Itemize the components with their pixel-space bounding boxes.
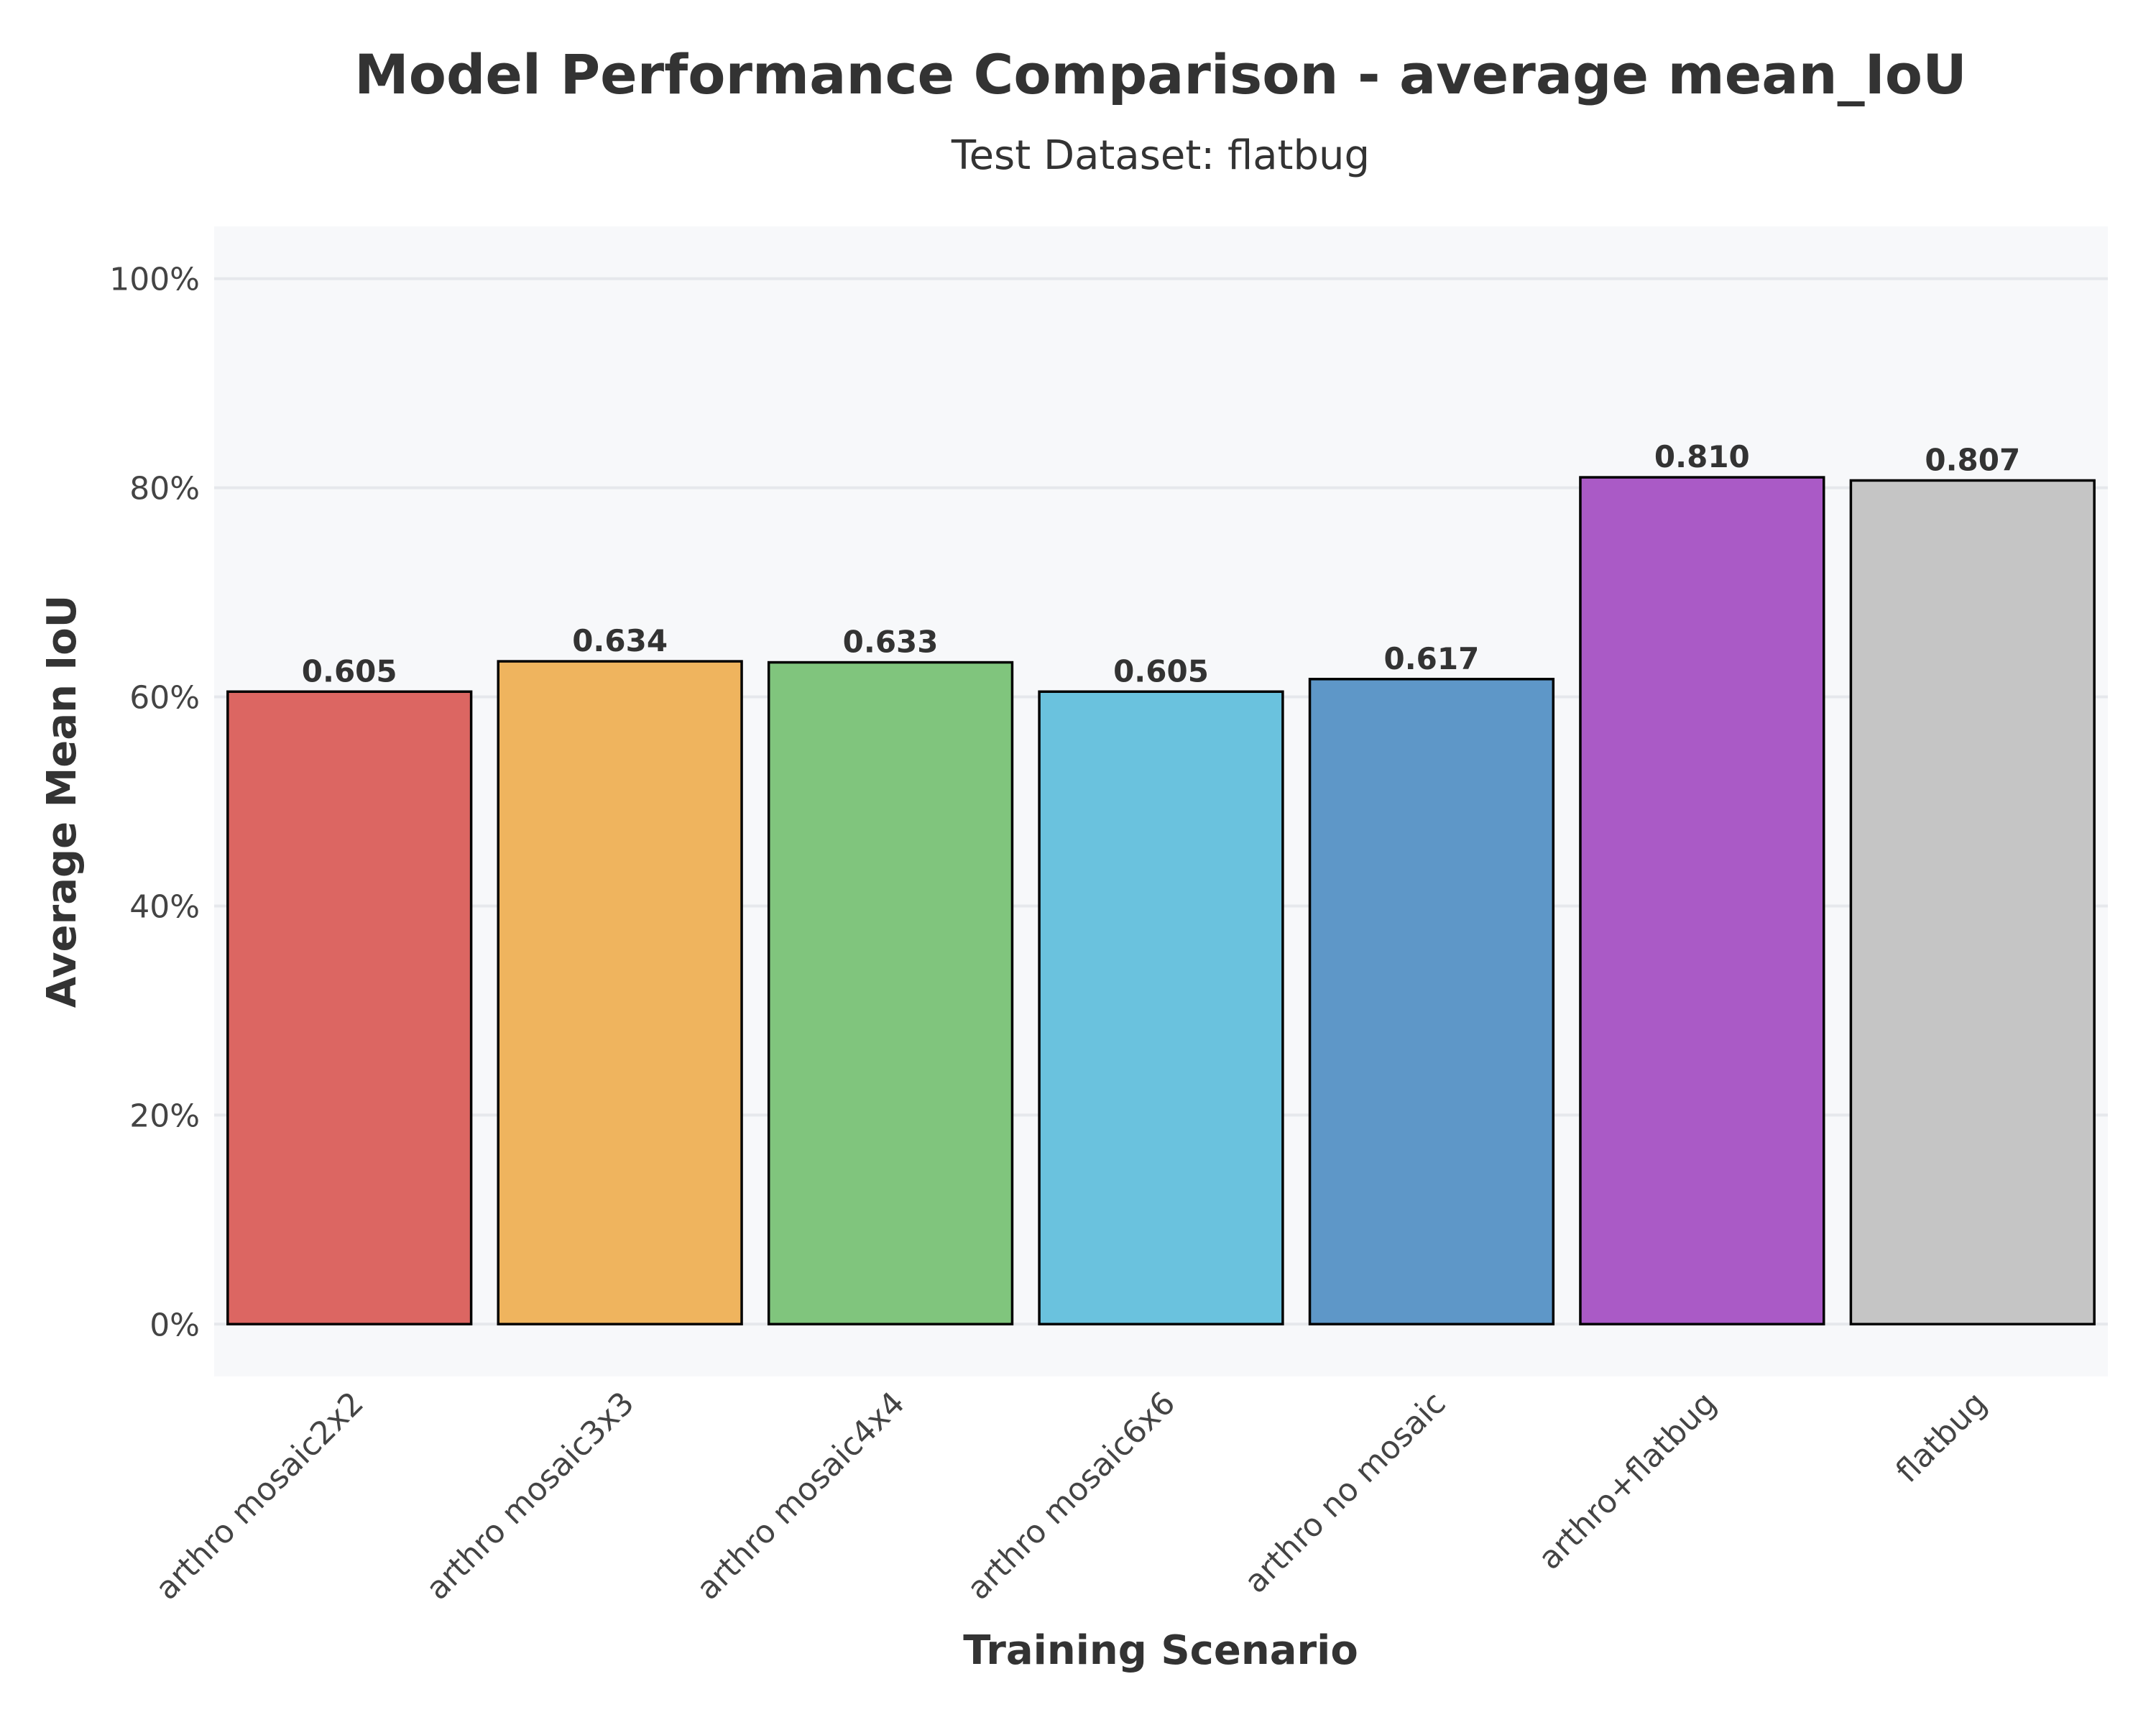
x-tick-label: arthro mosaic4x4 — [690, 1385, 912, 1607]
bar-value-label: 0.810 — [1654, 439, 1750, 474]
bar — [1849, 479, 2096, 1326]
y-tick-label: 20% — [129, 1098, 200, 1134]
bar-value-label: 0.634 — [572, 623, 668, 658]
x-axis-ticks: arthro mosaic2x2 arthro mosaic3x3 arthro m… — [149, 1385, 1994, 1607]
bar-value-label: 0.617 — [1383, 641, 1479, 676]
x-tick-label: flatbug — [1889, 1385, 1994, 1490]
y-tick-label: 0% — [149, 1307, 200, 1343]
x-tick-label: arthro+flatbug — [1531, 1385, 1723, 1577]
bar — [1579, 476, 1825, 1326]
bar-value-label: 0.605 — [302, 653, 397, 689]
y-axis-title: Average Mean IoU — [39, 595, 86, 1008]
x-axis-title: Training Scenario — [963, 1627, 1358, 1674]
bar — [1308, 678, 1555, 1326]
y-tick-label: 40% — [129, 888, 200, 925]
y-tick-label: 100% — [109, 262, 200, 298]
bars — [226, 476, 2096, 1326]
bar — [226, 690, 473, 1326]
bar-value-label: 0.633 — [843, 625, 939, 660]
x-tick-label: arthro no mosaic — [1238, 1385, 1453, 1601]
y-axis-ticks: 0% 20% 40% 60% 80% 100% — [109, 262, 200, 1344]
x-tick-label: arthro mosaic3x3 — [419, 1385, 641, 1607]
y-tick-label: 80% — [129, 471, 200, 507]
chart-subtitle: Test Dataset: flatbug — [951, 132, 1370, 179]
bar-value-label: 0.807 — [1925, 442, 2020, 477]
bar — [497, 660, 743, 1326]
y-tick-label: 60% — [129, 680, 200, 717]
bar — [1038, 690, 1284, 1326]
x-tick-label: arthro mosaic2x2 — [149, 1385, 371, 1607]
bar — [767, 661, 1014, 1326]
x-tick-label: arthro mosaic6x6 — [960, 1385, 1182, 1607]
chart-title: Model Performance Comparison - average m… — [354, 42, 1967, 106]
bar-value-label: 0.605 — [1113, 653, 1209, 689]
data-labels: 0.605 0.634 0.633 0.605 0.617 0.810 0.807 — [302, 439, 2020, 689]
